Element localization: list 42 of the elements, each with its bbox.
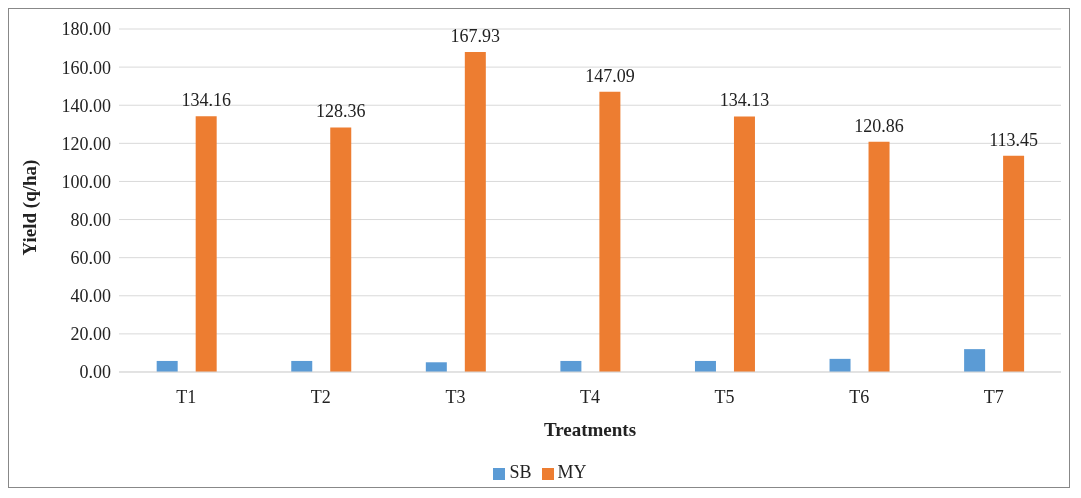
bar <box>195 116 217 372</box>
bar <box>156 360 178 372</box>
x-tick-label: T5 <box>714 386 735 407</box>
bar <box>733 116 755 372</box>
data-label: 147.09 <box>585 65 635 86</box>
bar <box>560 360 582 372</box>
data-label: 128.36 <box>316 101 366 122</box>
data-label: 120.86 <box>854 115 904 136</box>
x-tick-label: T2 <box>310 386 331 407</box>
y-tick-label: 140.00 <box>61 95 111 116</box>
bar <box>291 360 313 372</box>
bar <box>425 362 447 372</box>
x-tick-label: T1 <box>176 386 197 407</box>
x-tick-label: T6 <box>849 386 870 407</box>
x-tick-label: T4 <box>580 386 600 407</box>
data-label: 167.93 <box>450 26 501 46</box>
y-tick-label: 160.00 <box>61 57 111 78</box>
bar <box>694 360 716 372</box>
bar <box>868 141 890 372</box>
x-tick-label: T3 <box>445 386 466 407</box>
data-label: 134.13 <box>719 90 770 111</box>
bar <box>1003 155 1025 372</box>
y-tick-label: 120.00 <box>61 133 111 154</box>
x-axis-title: Treatments <box>543 419 637 440</box>
data-label: 113.45 <box>989 129 1039 150</box>
x-tick-label: T7 <box>983 386 1004 407</box>
bar <box>599 91 621 372</box>
bar <box>330 127 352 372</box>
y-tick-label: 20.00 <box>70 324 111 345</box>
y-tick-label: 0.00 <box>79 362 111 383</box>
legend-label: SB <box>509 462 532 482</box>
legend-label: MY <box>557 462 587 482</box>
y-tick-label: 60.00 <box>70 248 111 269</box>
bar <box>964 349 986 372</box>
y-tick-label: 100.00 <box>61 171 111 192</box>
bar <box>829 358 851 372</box>
bar <box>464 52 486 372</box>
data-label: 134.16 <box>181 90 231 111</box>
y-tick-label: 80.00 <box>70 209 111 230</box>
y-tick-label: 40.00 <box>70 286 111 307</box>
y-tick-label: 180.00 <box>61 19 111 40</box>
y-axis-title: Yield (q/ha) <box>18 159 41 256</box>
